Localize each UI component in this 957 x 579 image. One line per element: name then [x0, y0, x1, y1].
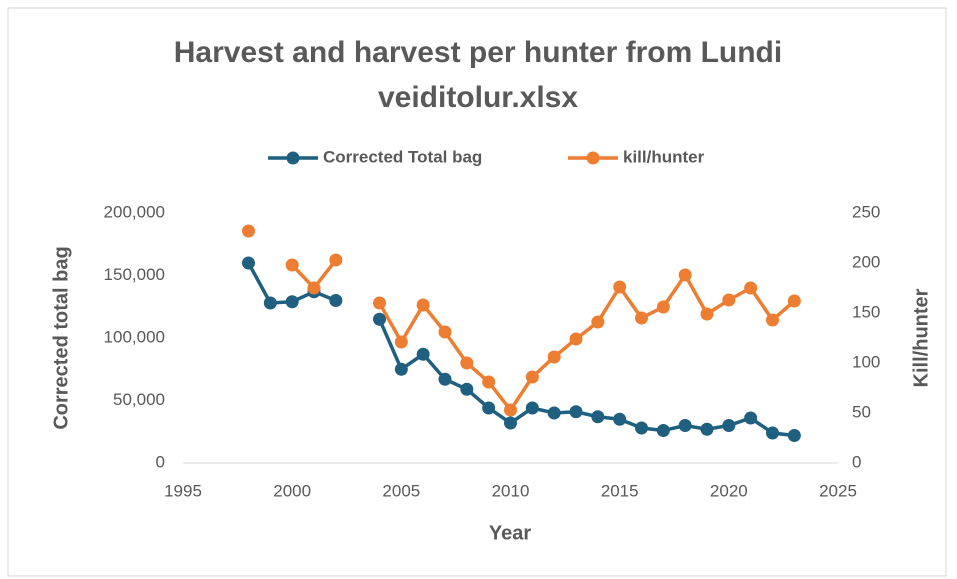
chart-frame	[7, 7, 947, 577]
data-point	[438, 372, 452, 386]
data-point	[787, 294, 801, 308]
data-point	[547, 350, 561, 364]
data-point	[460, 382, 474, 396]
y-tick-label: 200,000	[104, 202, 165, 221]
legend-label: kill/hunter	[623, 147, 705, 166]
data-point	[373, 296, 386, 310]
data-point	[329, 294, 343, 307]
data-point	[525, 401, 539, 415]
y-tick-label: 0	[156, 452, 165, 471]
data-point	[635, 421, 648, 435]
data-point	[438, 325, 452, 339]
data-point	[242, 224, 255, 238]
legend-marker	[586, 151, 600, 165]
data-point	[722, 293, 736, 307]
data-point	[656, 300, 670, 314]
y2-tick-label: 150	[852, 302, 880, 321]
data-point	[263, 296, 277, 310]
x-tick-label: 2010	[492, 481, 530, 500]
x-tick-label: 2015	[601, 481, 639, 500]
data-point	[744, 411, 758, 425]
data-point	[591, 410, 605, 424]
legend-label: Corrected Total bag	[323, 147, 482, 166]
x-tick-label: 2020	[710, 481, 748, 500]
data-point	[504, 416, 517, 430]
data-point	[525, 370, 539, 384]
data-point	[569, 332, 583, 346]
y2-axis-title: Kill/hunter	[910, 288, 932, 387]
y2-tick-label: 200	[852, 252, 880, 271]
data-point	[678, 419, 692, 432]
data-point	[242, 256, 255, 270]
data-point	[766, 313, 779, 327]
data-point	[394, 335, 408, 349]
y-tick-label: 100,000	[104, 327, 165, 346]
data-point	[700, 307, 714, 321]
data-point	[722, 419, 736, 432]
data-point	[656, 424, 670, 437]
data-point	[744, 281, 758, 295]
data-point	[285, 295, 299, 309]
data-point	[700, 422, 714, 436]
data-point	[613, 412, 627, 426]
data-point	[591, 315, 605, 329]
data-point	[394, 362, 408, 376]
y-tick-label: 50,000	[113, 390, 165, 409]
data-point	[416, 298, 430, 312]
legend-marker	[286, 151, 300, 165]
data-point	[504, 403, 517, 417]
x-axis-title: Year	[489, 522, 531, 544]
data-point	[766, 426, 779, 440]
data-point	[547, 406, 561, 420]
x-tick-label: 2000	[273, 481, 311, 500]
data-point	[285, 258, 299, 272]
x-tick-label: 2005	[382, 481, 420, 500]
data-point	[482, 375, 496, 389]
y2-tick-label: 250	[852, 202, 880, 221]
y-axis-title: Corrected total bag	[50, 246, 72, 429]
chart-title: Harvest and harvest per hunter from Lund…	[173, 36, 783, 114]
data-point	[373, 312, 386, 326]
data-point	[460, 356, 474, 370]
y-tick-label: 150,000	[104, 265, 165, 284]
y2-tick-label: 50	[852, 402, 871, 421]
data-point	[307, 281, 321, 295]
data-point	[613, 280, 627, 294]
data-point	[787, 429, 801, 442]
x-tick-label: 2025	[819, 481, 857, 500]
data-point	[678, 268, 692, 282]
data-point	[416, 347, 430, 361]
data-point	[329, 253, 343, 267]
x-tick-label: 1995	[164, 481, 202, 500]
data-point	[635, 311, 648, 325]
data-point	[482, 401, 496, 415]
y2-tick-label: 100	[852, 352, 880, 371]
data-point	[569, 405, 583, 419]
y2-tick-label: 0	[852, 452, 861, 471]
